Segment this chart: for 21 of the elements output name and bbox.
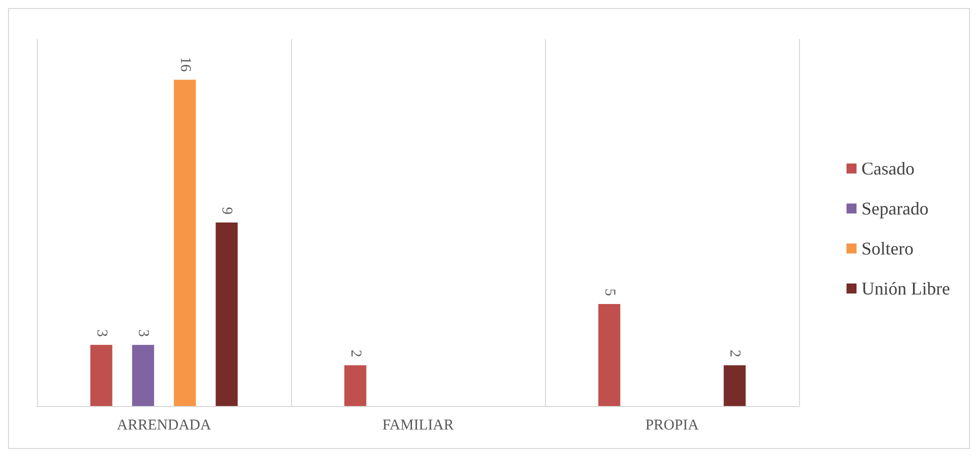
data-label: 3 [93,329,110,337]
legend-label: Casado [862,158,915,178]
bar [216,222,238,406]
data-label: 16 [176,56,193,72]
x-tick-label: PROPIA [645,418,699,434]
bar [90,344,112,406]
x-tick-label: FAMILIAR [382,418,454,434]
legend-label: Unión Libre [862,278,950,298]
bar [174,80,196,406]
data-label: 3 [135,329,152,337]
x-tick-label: ARRENDADA [116,418,212,434]
data-label: 2 [726,350,743,358]
bar [598,304,620,406]
data-label: 9 [218,207,235,214]
legend-label: Separado [862,198,929,218]
data-label: 2 [347,350,364,358]
bar [724,365,746,406]
data-label: 5 [601,288,618,296]
legend-label: Soltero [862,238,914,258]
bar [344,365,366,406]
bar [132,344,154,406]
